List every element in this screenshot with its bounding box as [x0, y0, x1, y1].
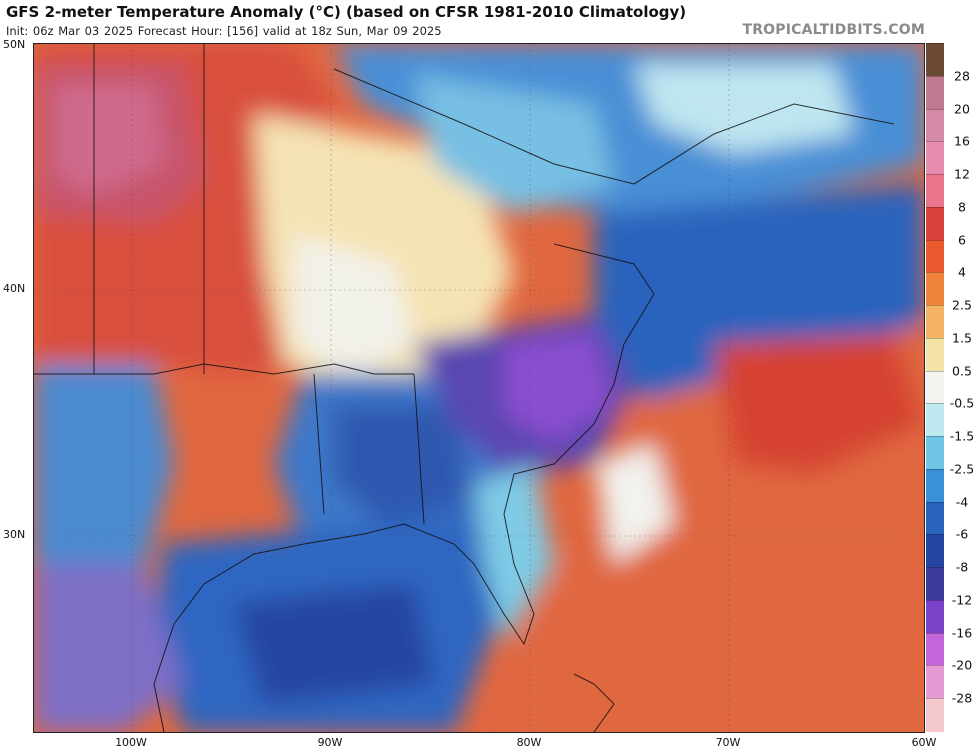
- colorbar-swatch: [926, 632, 944, 667]
- colorbar-swatch: [926, 337, 944, 372]
- colorbar-swatch: [926, 567, 944, 601]
- colorbar-swatch: [926, 239, 944, 274]
- colorbar-label: 1.5: [952, 330, 972, 346]
- colorbar-swatch: [926, 305, 944, 339]
- colorbar-swatch: [926, 75, 944, 110]
- colorbar-swatch: [926, 436, 944, 470]
- colorbar-swatch: [926, 468, 944, 503]
- lon-label-60w: 60W: [911, 736, 937, 749]
- colorbar-label: -20: [951, 657, 973, 673]
- lon-label-100w: 100W: [115, 736, 147, 749]
- colorbar-label: 0.5: [952, 363, 972, 379]
- lon-label-90w: 90W: [317, 736, 343, 749]
- colorbar-label: -8: [955, 559, 969, 575]
- colorbar-label: -12: [951, 592, 973, 608]
- colorbar-swatch: [926, 599, 944, 634]
- colorbar-label: -0.5: [949, 395, 975, 411]
- colorbar-legend: 28 20 16 12 8 6 4 2.5 1.5 0.5 -0.5 -1.5 -2.5 -4 -6 -8 -1…: [926, 43, 977, 732]
- colorbar-swatch: [926, 403, 944, 438]
- colorbar-label: 12: [954, 166, 970, 182]
- colorbar-swatch: [926, 43, 944, 77]
- colorbar-swatch: [926, 141, 944, 176]
- colorbar-label: -2.5: [949, 461, 975, 477]
- colorbar-swatch: [926, 174, 944, 208]
- run-info: Init: 06z Mar 03 2025 Forecast Hour: [15…: [6, 24, 442, 38]
- colorbar-swatch: [926, 698, 944, 732]
- colorbar-label: 8: [958, 199, 966, 215]
- colorbar-swatch: [926, 206, 944, 241]
- colorbar-swatch: [926, 665, 944, 700]
- colorbar-swatch: [926, 370, 944, 405]
- lon-label-70w: 70W: [715, 736, 741, 749]
- header: GFS 2-meter Temperature Anomaly (°C) (ba…: [0, 0, 977, 42]
- colorbar-label: -16: [951, 625, 973, 641]
- colorbar-swatch: [926, 501, 944, 536]
- map-title: GFS 2-meter Temperature Anomaly (°C) (ba…: [6, 3, 687, 21]
- colorbar-swatch: [926, 272, 944, 307]
- colorbar-swatch: [926, 108, 944, 143]
- colorbar-label: 6: [958, 232, 966, 248]
- colorbar-label: 16: [954, 133, 970, 149]
- lat-label-40n: 40N: [3, 282, 26, 295]
- brand-watermark: TROPICALTIDBITS.COM: [742, 22, 925, 38]
- lat-label-30n: 30N: [3, 528, 26, 541]
- colorbar-label: -6: [955, 526, 969, 542]
- colorbar-label: -1.5: [949, 428, 975, 444]
- anomaly-map: [33, 43, 925, 733]
- colorbar-swatch: [926, 534, 944, 569]
- colorbar-label: -4: [955, 494, 969, 510]
- colorbar-label: -28: [951, 690, 973, 706]
- lon-label-80w: 80W: [516, 736, 542, 749]
- colorbar-label: 20: [954, 101, 970, 117]
- colorbar-label: 2.5: [952, 297, 972, 313]
- colorbar-label: 4: [958, 264, 966, 280]
- colorbar-label: 28: [954, 68, 970, 84]
- lat-label-50n: 50N: [3, 38, 26, 51]
